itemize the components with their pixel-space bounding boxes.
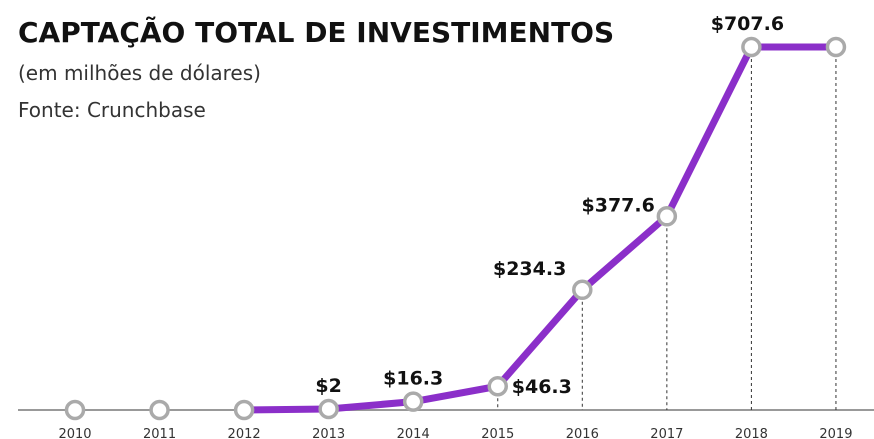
value-label: $234.3 <box>493 258 566 280</box>
x-tick-label: 2018 <box>735 427 768 439</box>
point <box>402 391 424 412</box>
x-tick-label: 2010 <box>58 427 91 439</box>
x-tick-label: 2011 <box>143 427 176 439</box>
x-tick-label: 2015 <box>481 427 514 439</box>
value-label: $377.6 <box>582 194 655 216</box>
value-label: $2 <box>315 375 341 397</box>
x-tick-label: 2013 <box>312 427 345 439</box>
point <box>149 399 170 421</box>
x-tick-label: 2014 <box>397 427 430 439</box>
value-label: $16.3 <box>383 368 443 390</box>
point <box>487 375 508 397</box>
x-tick-label: 2019 <box>819 427 852 439</box>
value-label: $707.6 <box>711 13 784 35</box>
x-tick-label: 2016 <box>566 427 599 439</box>
source: Fonte: Crunchbase <box>18 98 206 122</box>
x-tick-label: 2012 <box>228 427 261 439</box>
chart-title: CAPTAÇÃO TOTAL DE INVESTIMENTOS <box>18 15 614 49</box>
point <box>572 279 593 301</box>
point <box>741 36 762 58</box>
line <box>244 43 836 414</box>
point <box>233 399 255 421</box>
x-tick-label: 2017 <box>650 427 683 439</box>
value-label: $46.3 <box>512 376 572 398</box>
point <box>318 398 339 420</box>
point <box>656 206 678 227</box>
point <box>64 399 86 421</box>
point <box>825 36 847 58</box>
subtitle: (em milhões de dólares) <box>18 61 261 85</box>
